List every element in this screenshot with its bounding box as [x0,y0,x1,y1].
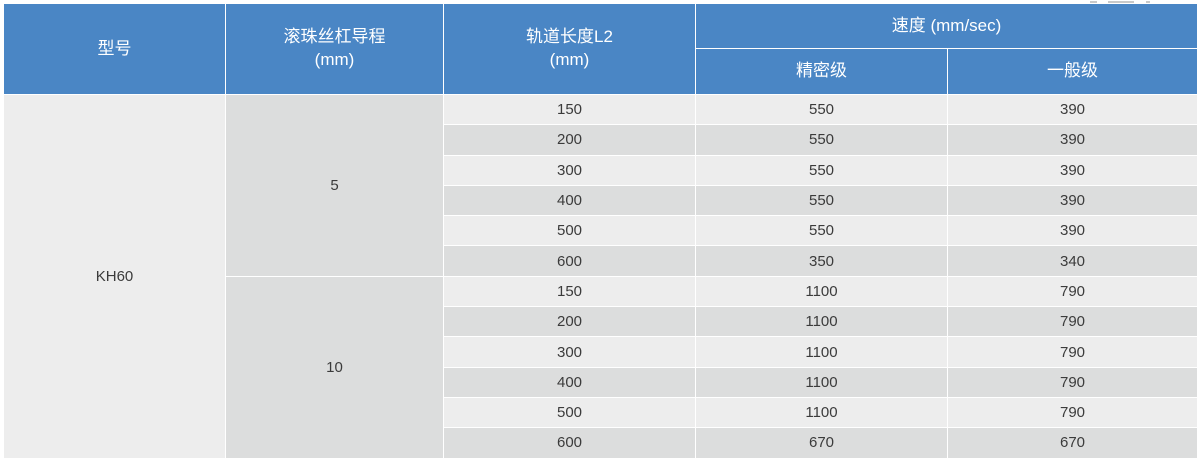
cell-speed-precision: 1100 [695,336,948,368]
header-speed-general: 一般级 [946,48,1199,95]
cell-speed-precision: 670 [695,427,948,459]
cell-speed-precision: 350 [695,245,948,277]
cell-speed-general: 390 [946,154,1199,186]
cell-rail-length: 150 [443,275,696,308]
cell-speed-precision: 1100 [695,396,948,429]
cell-rail-length: 200 [443,124,696,156]
cell-rail-length: 400 [443,366,696,398]
cell-speed-general: 790 [946,306,1199,338]
cell-ball-screw-lead: 10 [225,275,444,459]
header-rail-length-line1: 轨道长度L2 [526,27,613,47]
header-speed-group: 速度 (mm/sec) [694,3,1199,49]
cell-speed-general: 340 [946,245,1199,277]
header-rail-length: 轨道长度L2 (mm) [443,3,696,95]
table-body: KH60 5 150 550 390 200 550 390 300 550 390 400 550 39… [3,93,1199,459]
speed-specification-table: 型号 滚珠丝杠导程 (mm) 轨道长度L2 (mm) 速度 (mm/sec) 精… [3,3,1199,459]
table-row: 300 1100 790 [4,336,1199,368]
table-row: 500 550 390 [4,215,1199,247]
cell-speed-precision: 550 [695,124,948,156]
cell-model: KH60 [3,94,226,459]
header-model: 型号 [3,3,226,95]
cell-rail-length: 150 [443,93,696,126]
header-row-primary: 型号 滚珠丝杠导程 (mm) 轨道长度L2 (mm) 速度 (mm/sec) [3,3,1199,95]
cell-speed-precision: 1100 [695,306,948,338]
cell-speed-general: 390 [946,215,1199,247]
cell-rail-length: 500 [443,396,696,429]
cell-rail-length: 300 [443,336,696,368]
table-row: KH60 5 150 550 390 [3,93,1199,459]
cell-speed-precision: 550 [695,184,948,217]
header-rail-length-unit: (mm) [549,50,590,69]
cell-speed-general: 390 [946,184,1199,217]
cell-rail-length: 600 [443,245,696,277]
cell-speed-precision: 1100 [695,275,948,308]
cell-ball-screw-lead: 5 [225,94,444,277]
cell-rail-length: 300 [443,154,696,186]
cell-speed-general: 670 [946,427,1199,459]
table-row: 500 1100 790 [4,396,1199,429]
cell-speed-general: 790 [946,396,1199,429]
cell-speed-general: 790 [946,366,1199,398]
cell-speed-general: 390 [946,124,1199,156]
cell-rail-length: 600 [443,427,696,459]
table-row: 600 350 340 [4,245,1199,277]
cell-rail-length: 400 [443,184,696,217]
spec-table-container: 型号 滚珠丝杠导程 (mm) 轨道长度L2 (mm) 速度 (mm/sec) 精… [3,1,1199,459]
cell-speed-precision: 550 [695,93,948,126]
table-row: 10 150 1100 790 [4,275,1199,459]
header-ball-screw-lead-unit: (mm) [314,50,355,69]
header-ball-screw-lead-line1: 滚珠丝杠导程 [283,27,386,47]
table-header: 型号 滚珠丝杠导程 (mm) 轨道长度L2 (mm) 速度 (mm/sec) 精… [3,3,1199,95]
cell-speed-precision: 550 [695,154,948,186]
cell-speed-general: 790 [946,336,1199,368]
cell-rail-length: 200 [443,306,696,338]
header-speed-precision: 精密级 [695,48,948,95]
cell-speed-general: 390 [946,93,1199,126]
cell-speed-precision: 550 [695,215,948,247]
cell-speed-precision: 1100 [695,366,948,398]
table-row: 200 1100 790 [4,306,1199,338]
header-ball-screw-lead: 滚珠丝杠导程 (mm) [225,3,444,95]
cell-speed-general: 790 [946,275,1199,308]
table-row: 300 550 390 [4,154,1199,186]
cell-rail-length: 500 [443,215,696,247]
